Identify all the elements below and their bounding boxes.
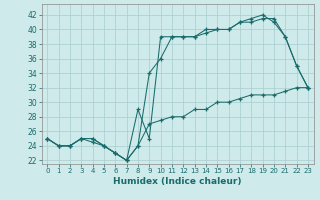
X-axis label: Humidex (Indice chaleur): Humidex (Indice chaleur) (113, 177, 242, 186)
